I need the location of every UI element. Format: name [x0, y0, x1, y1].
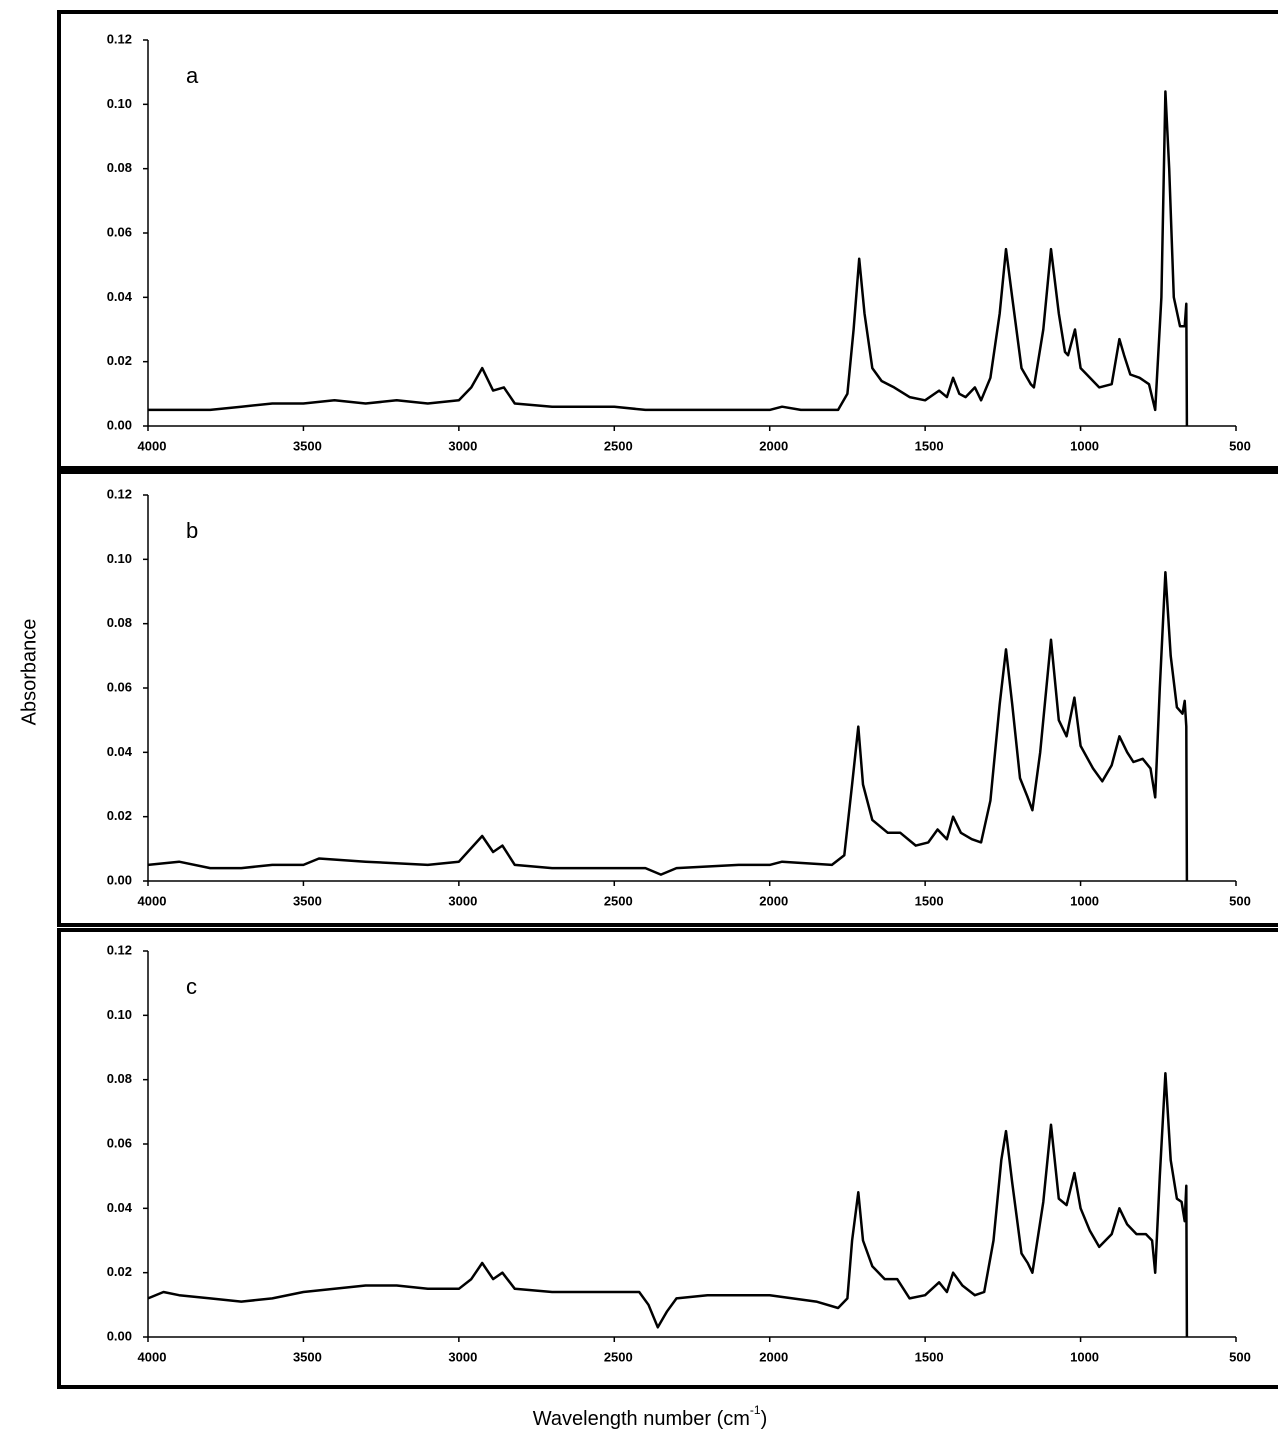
y-tick-label: 0.12 — [107, 942, 132, 957]
x-tick-label: 2000 — [759, 893, 788, 908]
x-tick-label: 3000 — [448, 893, 477, 908]
y-tick-label: 0.00 — [107, 872, 132, 887]
y-tick-label: 0.08 — [107, 160, 132, 175]
x-tick-label: 500 — [1229, 438, 1251, 453]
x-axis-label-end: ) — [761, 1408, 768, 1430]
y-tick-label: 0.10 — [107, 1007, 132, 1022]
x-tick-label: 3500 — [293, 893, 322, 908]
y-tick-label: 0.10 — [107, 551, 132, 566]
x-axis-label-sup: -1 — [750, 1403, 761, 1417]
y-tick-label: 0.04 — [107, 289, 133, 304]
x-tick-label: 1000 — [1070, 1349, 1099, 1364]
panel-frame — [59, 472, 1278, 925]
spectrum-line — [148, 572, 1187, 881]
x-tick-label: 1500 — [915, 1349, 944, 1364]
x-tick-label: 2500 — [604, 893, 633, 908]
panel-label: b — [186, 518, 198, 543]
x-tick-label: 2000 — [759, 438, 788, 453]
x-tick-label: 1000 — [1070, 438, 1099, 453]
x-tick-label: 4000 — [138, 893, 167, 908]
x-tick-label: 1500 — [915, 438, 944, 453]
x-tick-label: 2000 — [759, 1349, 788, 1364]
y-tick-label: 0.08 — [107, 615, 132, 630]
x-tick-label: 500 — [1229, 1349, 1251, 1364]
x-tick-label: 3500 — [293, 1349, 322, 1364]
x-tick-label: 3500 — [293, 438, 322, 453]
x-tick-label: 2500 — [604, 1349, 633, 1364]
x-axis-label: Wavelength number (cm-1) — [533, 1403, 767, 1430]
x-tick-label: 3000 — [448, 1349, 477, 1364]
y-axis-label: Absorbance — [18, 619, 40, 726]
y-tick-label: 0.02 — [107, 353, 132, 368]
x-tick-label: 1000 — [1070, 893, 1099, 908]
y-tick-label: 0.02 — [107, 808, 132, 823]
y-tick-label: 0.06 — [107, 1135, 132, 1150]
spectrum-line — [148, 92, 1187, 427]
y-tick-label: 0.08 — [107, 1071, 132, 1086]
panel-frame — [59, 930, 1278, 1387]
y-tick-label: 0.04 — [107, 744, 133, 759]
panel-label: c — [186, 974, 197, 999]
x-tick-label: 4000 — [138, 1349, 167, 1364]
panel-label: a — [186, 63, 199, 88]
y-tick-label: 0.10 — [107, 96, 132, 111]
y-tick-label: 0.12 — [107, 486, 132, 501]
x-tick-label: 1500 — [915, 893, 944, 908]
x-axis-label-text: Wavelength number (cm — [533, 1408, 750, 1430]
spectrum-line — [148, 1073, 1187, 1337]
panel-frame — [59, 12, 1278, 468]
y-tick-label: 0.06 — [107, 679, 132, 694]
y-tick-label: 0.12 — [107, 31, 132, 46]
x-tick-label: 2500 — [604, 438, 633, 453]
y-tick-label: 0.00 — [107, 1328, 132, 1343]
chart: Absorbance Wavelength number (cm-1) 0.00… — [0, 0, 1278, 1439]
x-tick-label: 3000 — [448, 438, 477, 453]
y-tick-label: 0.06 — [107, 224, 132, 239]
x-tick-label: 500 — [1229, 893, 1251, 908]
y-tick-label: 0.04 — [107, 1200, 133, 1215]
y-tick-label: 0.02 — [107, 1264, 132, 1279]
x-tick-label: 4000 — [138, 438, 167, 453]
y-tick-label: 0.00 — [107, 417, 132, 432]
